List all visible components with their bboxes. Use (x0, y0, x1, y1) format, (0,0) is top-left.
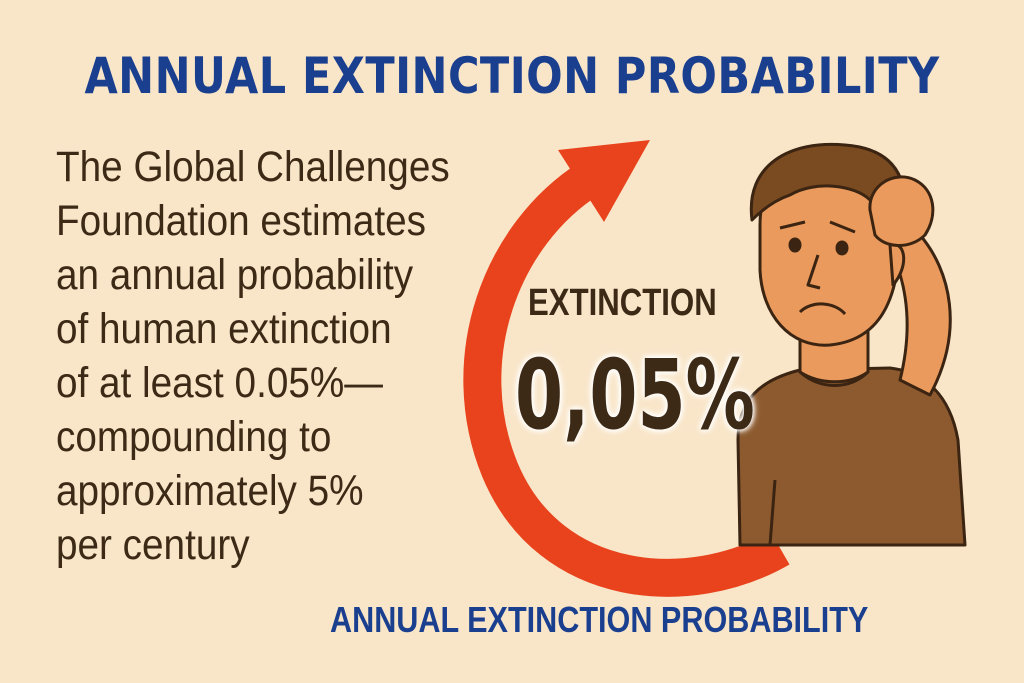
stat-label: EXTINCTION (528, 282, 717, 324)
stat-value: 0,05% (515, 339, 755, 451)
footer-caption: ANNUAL EXTINCTION PROBABILITY (330, 599, 869, 640)
circular-arrow-icon (463, 140, 790, 597)
page-title: ANNUAL EXTINCTION PROBABILITY (84, 47, 940, 105)
worried-man-illustration (736, 142, 967, 547)
description-text: The Global Challenges Foundation estimat… (56, 143, 450, 569)
